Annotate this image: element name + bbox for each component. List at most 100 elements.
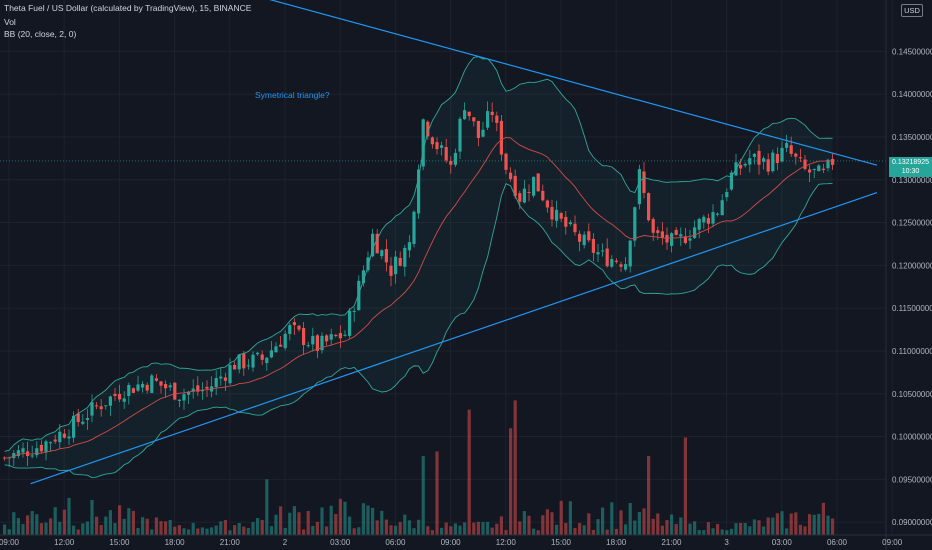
candle-body — [486, 111, 490, 128]
volume-bar — [338, 498, 342, 535]
candle-body — [334, 334, 338, 337]
volume-bar — [748, 526, 752, 535]
candle-body — [62, 433, 66, 438]
currency-button[interactable]: USD — [901, 4, 923, 17]
candle-body — [297, 325, 301, 330]
candle-body — [458, 118, 462, 152]
volume-bar — [417, 519, 421, 535]
volume-bar — [660, 525, 664, 535]
volume-bar — [108, 510, 112, 535]
candle-body — [173, 382, 177, 400]
candle-body — [118, 394, 122, 400]
candle-body — [366, 257, 370, 271]
candle-body — [601, 250, 605, 252]
time-axis[interactable]: 09:00 12:00 15:00 18:00 21:00 2 03:00 06:00 09:0… — [0, 534, 932, 547]
candle-body — [789, 145, 793, 154]
bar-countdown: 10:30 — [901, 168, 920, 175]
candle-body — [449, 160, 453, 165]
candle-body — [481, 129, 485, 137]
volume-bar — [578, 523, 582, 535]
trendline — [269, 0, 878, 166]
candle-body — [113, 393, 117, 397]
candle-body — [660, 231, 664, 238]
volume-bar — [752, 519, 756, 535]
volume-bar — [642, 508, 646, 535]
volume-bar — [697, 530, 701, 535]
chart-annotation[interactable]: Symetrical triangle? — [255, 90, 330, 100]
volume-bar — [670, 514, 674, 535]
volume-bar — [292, 506, 296, 535]
bollinger-indicator-label[interactable]: BB (20, close, 2, 0) — [4, 29, 77, 39]
candle-body — [39, 444, 43, 452]
volume-bar — [812, 514, 816, 535]
candle-body — [785, 143, 789, 148]
candle-body — [762, 158, 766, 162]
candle-body — [412, 211, 416, 244]
volume-bar — [633, 520, 637, 535]
volume-bar — [605, 529, 609, 535]
candle-body — [329, 334, 333, 340]
time-tick-label: 21:00 — [220, 538, 241, 547]
volume-bar — [647, 456, 651, 535]
candle-body — [67, 436, 71, 439]
volume-bar — [81, 523, 85, 535]
volume-bar — [246, 527, 250, 535]
volume-bar — [164, 521, 168, 535]
volume-bar — [21, 524, 25, 535]
candle-body — [743, 163, 747, 166]
price-tick-label: 0.14500000 — [892, 47, 932, 56]
candle-body — [426, 121, 430, 137]
candle-body — [831, 158, 835, 165]
volume-bar — [656, 513, 660, 535]
volume-bar — [803, 526, 807, 535]
candle-body — [168, 385, 172, 388]
volume-bar — [693, 521, 697, 535]
candle-body — [72, 415, 76, 438]
volume-bar — [504, 530, 508, 535]
candle-body — [559, 213, 563, 219]
trendline — [30, 192, 878, 485]
price-tick-label: 0.13000000 — [892, 176, 932, 185]
volume-indicator-label[interactable]: Vol — [4, 17, 16, 27]
candle-body — [568, 222, 572, 225]
volume-bar — [527, 515, 531, 535]
candle-body — [269, 350, 273, 358]
time-tick-label: 18:00 — [165, 538, 186, 547]
candle-body — [467, 111, 471, 117]
volume-bar — [279, 506, 283, 535]
volume-bar — [283, 527, 287, 535]
candle-body — [518, 193, 522, 202]
volume-bar — [58, 521, 62, 535]
candle-body — [21, 448, 25, 453]
volume-bar — [490, 527, 494, 535]
volume-bar — [95, 516, 99, 535]
candle-body — [766, 159, 770, 172]
volume-bar — [39, 523, 43, 535]
candle-body — [642, 171, 646, 193]
volume-bar — [808, 514, 812, 535]
candle-body — [430, 137, 434, 145]
price-axis[interactable]: 0.09000000 0.09500000 0.10000000 0.10500000… — [885, 0, 932, 550]
candle-body — [44, 441, 48, 453]
volume-bar — [168, 519, 172, 535]
candle-body — [99, 406, 103, 410]
bollinger-band-fill — [4, 56, 833, 478]
volume-bar — [614, 528, 618, 535]
volume-bar — [196, 528, 200, 535]
candle-body — [53, 439, 57, 442]
trendlines[interactable] — [30, 0, 878, 485]
volume-bar — [274, 514, 278, 535]
candle-body — [651, 219, 655, 233]
candle-body — [150, 375, 154, 394]
candle-body — [683, 236, 687, 243]
volume-bar — [610, 502, 614, 535]
volume-bar — [394, 525, 398, 535]
candle-body — [191, 388, 195, 392]
candle-body — [398, 257, 402, 266]
candle-body — [237, 354, 241, 370]
candle-body — [283, 333, 287, 349]
candle-body — [614, 260, 618, 262]
candle-body — [421, 119, 425, 167]
candle-body — [288, 325, 292, 334]
